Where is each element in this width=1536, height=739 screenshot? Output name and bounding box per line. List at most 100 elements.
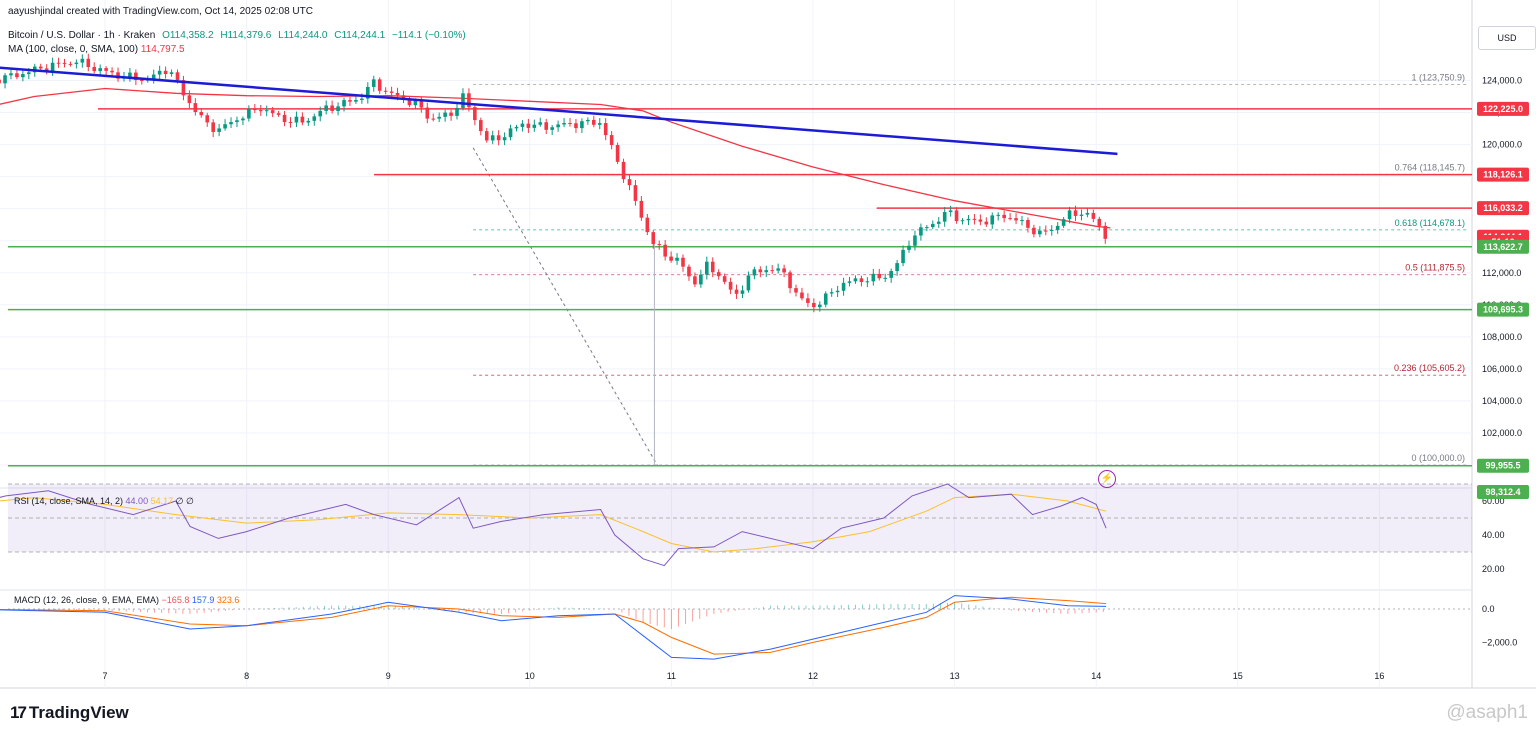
price-label-text: 122,225.0	[1483, 104, 1523, 114]
candle-body	[264, 110, 269, 112]
currency-button[interactable]: USD	[1478, 26, 1536, 50]
candle-body	[92, 67, 97, 72]
candle-body	[306, 120, 311, 123]
rsi-value: 44.00	[126, 496, 151, 506]
candle-body	[788, 272, 792, 289]
candle-body	[996, 214, 1001, 216]
price-label-bg	[1477, 302, 1529, 317]
candle-body	[56, 62, 61, 64]
candle-body	[175, 72, 180, 81]
candle-body	[1073, 210, 1078, 216]
y-tick-label: 124,000.0	[1482, 76, 1522, 86]
candle-body	[479, 120, 483, 132]
candle-body	[728, 281, 733, 290]
candle-body	[27, 72, 31, 75]
price-label-text: 113,622.7	[1483, 242, 1523, 252]
rsi-extra: ∅ ∅	[176, 496, 194, 506]
trendline	[0, 66, 1118, 156]
candle-body	[669, 256, 673, 261]
candle-body	[342, 100, 346, 107]
fib-level-label: 1 (123,750.9)	[1411, 72, 1465, 82]
x-tick-label: 13	[950, 671, 960, 681]
candle-body	[627, 179, 632, 186]
candle-body	[1061, 219, 1066, 226]
candle-body	[383, 90, 388, 92]
candle-body	[455, 107, 459, 116]
candle-body	[817, 304, 822, 308]
candle-body	[282, 114, 287, 123]
ma-line	[0, 87, 1111, 229]
symbol-title[interactable]: Bitcoin / U.S. Dollar · 1h · Kraken	[8, 30, 156, 41]
fib-level-label: 0.618 (114,678.1)	[1395, 218, 1465, 228]
x-tick-label: 11	[667, 671, 676, 681]
candle-body	[990, 215, 995, 225]
candle-body	[348, 100, 352, 102]
candle-body	[80, 58, 85, 63]
candle-body	[318, 110, 323, 117]
candle-body	[889, 271, 893, 278]
candle-body	[116, 72, 120, 79]
candle-body	[401, 95, 406, 100]
x-tick-label: 14	[1091, 671, 1101, 681]
rsi-line	[0, 483, 1107, 567]
price-label-text: 109,695.3	[1483, 305, 1523, 315]
candle-body	[247, 108, 251, 119]
y-tick-label: 104,000.0	[1482, 396, 1522, 406]
ohlc-legend: Bitcoin / U.S. Dollar · 1h · Kraken O114…	[8, 30, 470, 41]
price-label-text: 118,126.1	[1483, 170, 1523, 180]
candle-body	[1091, 212, 1096, 219]
candle-body	[496, 135, 501, 141]
candle-body	[901, 249, 905, 264]
candle-body	[258, 110, 263, 112]
candle-body	[1026, 220, 1030, 228]
tradingview-logo[interactable]: 17 TradingView	[10, 703, 129, 723]
candle-body	[377, 79, 382, 91]
candle-body	[3, 75, 7, 84]
ma-label[interactable]: MA (100, close, 0, SMA, 100)	[8, 44, 139, 55]
candle-body	[1014, 218, 1018, 221]
price-label-text: 98,312.4	[1485, 487, 1520, 497]
candle-body	[0, 79, 1, 84]
candle-body	[550, 127, 554, 130]
candle-body	[586, 119, 590, 122]
candle-body	[752, 269, 757, 276]
candle-body	[490, 135, 495, 141]
price-label-bg	[1477, 485, 1529, 500]
candle-body	[1002, 214, 1006, 219]
candle-body	[841, 282, 846, 291]
price-label-bg	[1477, 239, 1529, 254]
candle-body	[407, 99, 412, 106]
candle-body	[960, 220, 965, 222]
candle-body	[336, 106, 340, 111]
candle-body	[847, 281, 852, 283]
candle-body	[9, 73, 13, 76]
candle-body	[794, 288, 798, 293]
rsi-ma-line	[0, 493, 1107, 553]
candle-body	[877, 273, 882, 279]
rsi-ma-value: 54.17	[151, 496, 176, 506]
candle-body	[324, 105, 328, 111]
candle-body	[1055, 225, 1060, 230]
candle-body	[276, 113, 281, 115]
candle-body	[657, 244, 662, 246]
candle-body	[1103, 225, 1108, 239]
candle-body	[330, 105, 334, 111]
close-value: C114,244.1	[334, 30, 386, 41]
candle-body	[425, 107, 430, 119]
fib-diagonal-line	[472, 147, 658, 466]
candle-body	[681, 257, 685, 267]
candle-body	[128, 72, 132, 78]
price-label-bg	[1477, 101, 1529, 116]
candle-body	[395, 92, 400, 96]
price-label-bg	[1477, 201, 1529, 216]
candle-body	[603, 123, 608, 136]
fib-level-label: 0.5 (111,875.5)	[1405, 263, 1465, 273]
candle-body	[104, 68, 108, 71]
candle-body	[389, 91, 394, 93]
candle-body	[829, 292, 834, 294]
candle-body	[62, 62, 67, 64]
macd-signal-line	[0, 596, 1107, 655]
candle-body	[746, 275, 751, 291]
lightning-icon[interactable]: ⚡	[1098, 470, 1116, 488]
